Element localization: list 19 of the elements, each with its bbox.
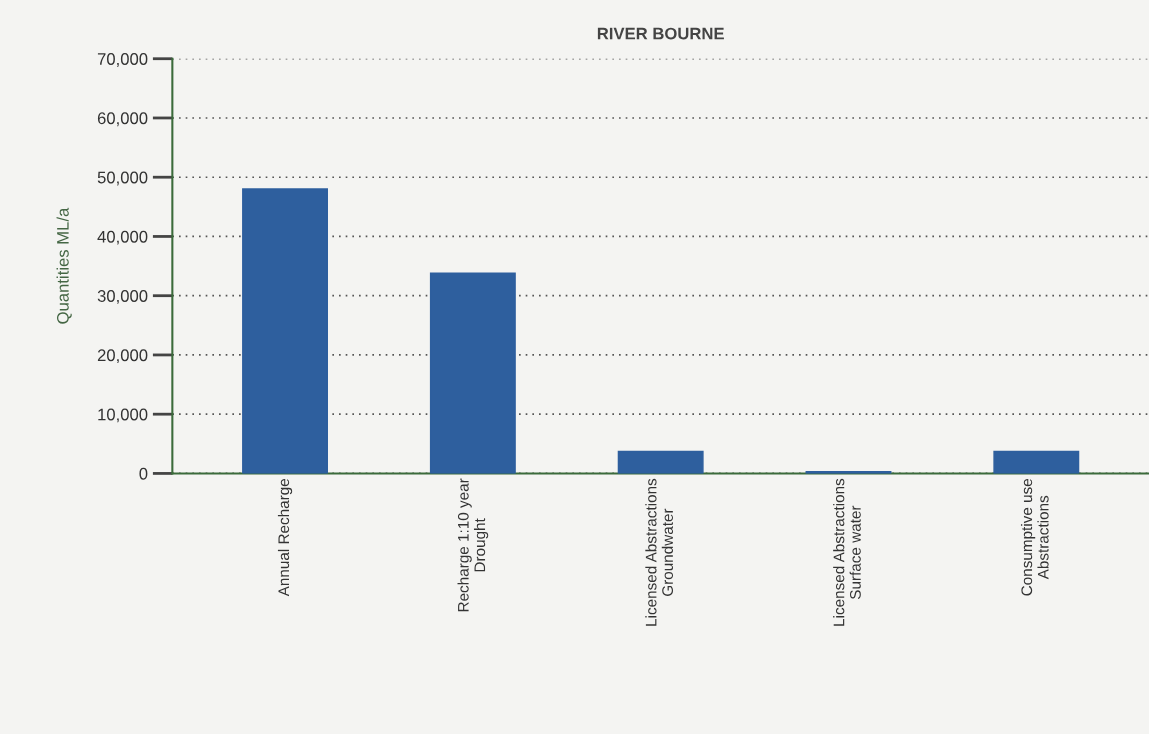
- bar: [242, 188, 328, 474]
- x-tick-label: Licensed Abstractions Groundwater: [645, 478, 673, 626]
- y-tick-label: 60,000: [97, 112, 148, 127]
- x-tick-label: Consumptive use Abstractions: [1020, 478, 1049, 596]
- y-tick-label: 30,000: [97, 290, 148, 304]
- bar: [617, 450, 704, 474]
- bar: [993, 450, 1080, 474]
- y-tick-label: 20,000: [97, 349, 148, 364]
- y-axis-title: Quantities ML/a: [56, 207, 72, 324]
- y-tick-label: 40,000: [97, 230, 148, 245]
- y-tick-label: 0: [139, 467, 148, 480]
- y-tick-label: 70,000: [97, 53, 148, 67]
- x-tick-label: Recharge 1:10 year Drought: [457, 478, 489, 612]
- x-tick-label: Licensed Abstractions Surface water: [833, 478, 861, 626]
- chart-title: RIVER BOURNE: [597, 27, 724, 40]
- y-tick-label: 50,000: [97, 171, 148, 186]
- y-tick-label: 10,000: [98, 408, 148, 423]
- x-tick-label: Annual Recharge: [277, 478, 293, 597]
- bar: [429, 272, 516, 474]
